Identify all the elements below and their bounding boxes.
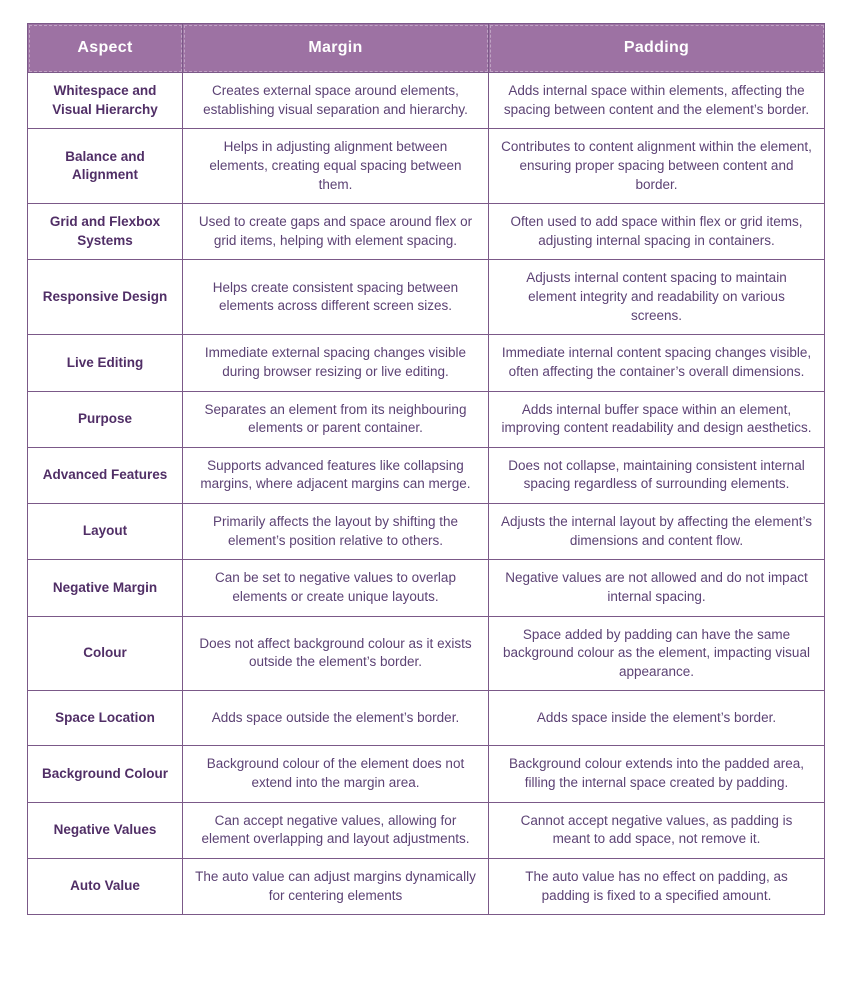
margin-cell: Helps create consistent spacing between … xyxy=(182,259,489,336)
padding-cell: Adds space inside the element’s border. xyxy=(488,690,825,747)
comparison-table: Aspect Margin Padding Whitespace and Vis… xyxy=(27,23,825,916)
aspect-cell: Advanced Features xyxy=(27,446,183,505)
table-row: Grid and Flexbox Systems Used to create … xyxy=(27,203,825,261)
margin-cell: The auto value can adjust margins dynami… xyxy=(182,857,489,916)
padding-cell: Background colour extends into the padde… xyxy=(488,745,825,803)
aspect-cell: Live Editing xyxy=(27,334,183,392)
table-row: Negative Margin Can be set to negative v… xyxy=(27,559,825,617)
aspect-cell: Negative Values xyxy=(27,801,183,859)
aspect-cell: Colour xyxy=(27,615,183,692)
table-row: Layout Primarily affects the layout by s… xyxy=(27,502,825,561)
table-row: Background Colour Background colour of t… xyxy=(27,745,825,803)
margin-cell: Adds space outside the element’s border. xyxy=(182,690,489,747)
margin-cell: Can accept negative values, allowing for… xyxy=(182,801,489,859)
margin-cell: Separates an element from its neighbouri… xyxy=(182,390,489,448)
padding-cell: The auto value has no effect on padding,… xyxy=(488,857,825,916)
margin-cell: Used to create gaps and space around fle… xyxy=(182,203,489,261)
padding-cell: Does not collapse, maintaining consisten… xyxy=(488,446,825,505)
table-row: Balance and Alignment Helps in adjusting… xyxy=(27,128,825,205)
table-row: Space Location Adds space outside the el… xyxy=(27,690,825,747)
padding-cell: Immediate internal content spacing chang… xyxy=(488,334,825,392)
margin-cell: Supports advanced features like collapsi… xyxy=(182,446,489,505)
margin-cell: Helps in adjusting alignment between ele… xyxy=(182,128,489,205)
padding-cell: Space added by padding can have the same… xyxy=(488,615,825,692)
aspect-cell: Grid and Flexbox Systems xyxy=(27,203,183,261)
table-row: Live Editing Immediate external spacing … xyxy=(27,334,825,392)
table-row: Negative Values Can accept negative valu… xyxy=(27,801,825,859)
margin-cell: Does not affect background colour as it … xyxy=(182,615,489,692)
padding-cell: Contributes to content alignment within … xyxy=(488,128,825,205)
table-row: Responsive Design Helps create consisten… xyxy=(27,259,825,336)
padding-cell: Negative values are not allowed and do n… xyxy=(488,559,825,617)
padding-cell: Often used to add space within flex or g… xyxy=(488,203,825,261)
padding-cell: Adjusts the internal layout by affecting… xyxy=(488,502,825,561)
margin-cell: Can be set to negative values to overlap… xyxy=(182,559,489,617)
aspect-cell: Purpose xyxy=(27,390,183,448)
padding-cell: Adds internal space within elements, aff… xyxy=(488,71,825,130)
margin-cell: Primarily affects the layout by shifting… xyxy=(182,502,489,561)
table-row: Whitespace and Visual Hierarchy Creates … xyxy=(27,71,825,130)
padding-cell: Adds internal buffer space within an ele… xyxy=(488,390,825,448)
column-header-padding: Padding xyxy=(488,23,825,73)
column-header-margin: Margin xyxy=(182,23,489,73)
table-row: Colour Does not affect background colour… xyxy=(27,615,825,692)
table-row: Advanced Features Supports advanced feat… xyxy=(27,446,825,505)
aspect-cell: Negative Margin xyxy=(27,559,183,617)
table-row: Auto Value The auto value can adjust mar… xyxy=(27,857,825,916)
header-row: Aspect Margin Padding xyxy=(27,23,825,73)
aspect-cell: Whitespace and Visual Hierarchy xyxy=(27,71,183,130)
margin-cell: Creates external space around elements, … xyxy=(182,71,489,130)
margin-cell: Immediate external spacing changes visib… xyxy=(182,334,489,392)
aspect-cell: Background Colour xyxy=(27,745,183,803)
aspect-cell: Layout xyxy=(27,502,183,561)
aspect-cell: Space Location xyxy=(27,690,183,747)
padding-cell: Adjusts internal content spacing to main… xyxy=(488,259,825,336)
column-header-aspect: Aspect xyxy=(27,23,183,73)
aspect-cell: Responsive Design xyxy=(27,259,183,336)
margin-cell: Background colour of the element does no… xyxy=(182,745,489,803)
padding-cell: Cannot accept negative values, as paddin… xyxy=(488,801,825,859)
aspect-cell: Balance and Alignment xyxy=(27,128,183,205)
table-row: Purpose Separates an element from its ne… xyxy=(27,390,825,448)
aspect-cell: Auto Value xyxy=(27,857,183,916)
